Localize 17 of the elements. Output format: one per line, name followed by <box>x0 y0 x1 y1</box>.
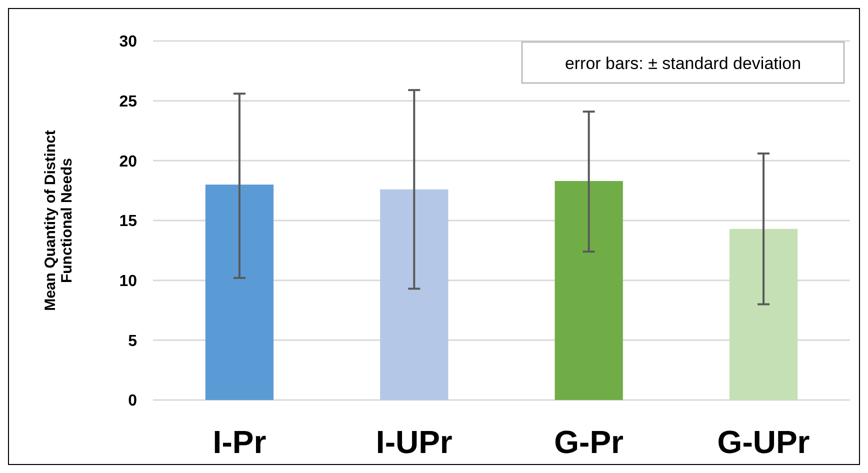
y-tick-label: 25 <box>119 93 138 110</box>
y-tick-label: 5 <box>128 332 138 350</box>
x-tick-label: G-UPr <box>717 424 810 460</box>
annotation: error bars: ± standard deviation <box>564 54 802 73</box>
y-tick-label: 15 <box>119 213 138 230</box>
x-tick-label: G-Pr <box>554 424 624 460</box>
y-tick-label: 10 <box>119 272 138 290</box>
y-tick-label: 20 <box>119 153 138 170</box>
y-tick-label: 0 <box>128 392 138 410</box>
bar <box>380 189 448 400</box>
y-tick-label: 30 <box>119 34 138 51</box>
bar <box>205 184 274 400</box>
bar <box>554 181 623 400</box>
bar <box>729 228 798 400</box>
x-tick-label: I-UPr <box>376 424 452 460</box>
x-tick-label: I-Pr <box>212 424 266 460</box>
y-axis-title: Mean Quantity of Distinct Functional Needs <box>42 130 76 311</box>
